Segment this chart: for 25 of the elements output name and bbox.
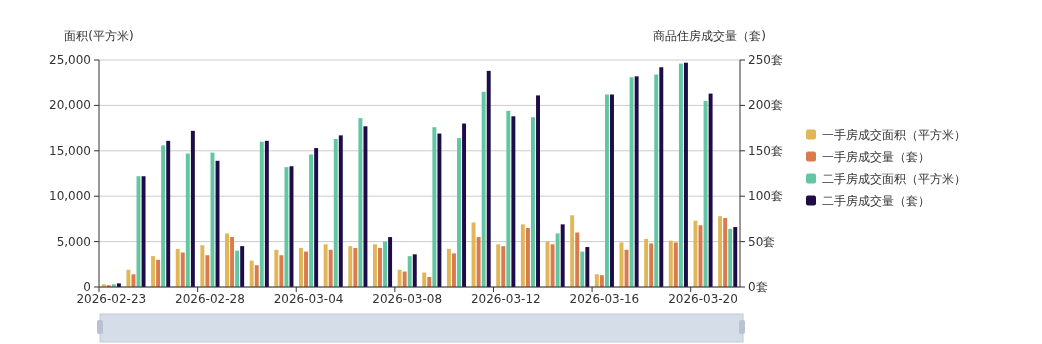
- y2-tick-label: 100套: [748, 189, 783, 204]
- y-tick-label: 20,000: [49, 98, 91, 113]
- x-tick-label: 2026-03-20: [668, 292, 738, 306]
- y2-tick-label: 0套: [748, 280, 768, 294]
- x-tick-label: 2026-03-04: [273, 292, 344, 306]
- x-tick-label: 2026-03-08: [372, 292, 443, 306]
- y2-axis-title: 商品住房成交量（套): [653, 29, 766, 43]
- legend-label: 二手房成交面积（平方米）: [822, 171, 966, 186]
- y-tick-label: 10,000: [49, 189, 91, 204]
- y-tick-label: 0: [83, 280, 91, 294]
- x-tick-label: 2026-03-12: [470, 292, 541, 306]
- y2-tick-label: 200套: [748, 98, 783, 113]
- legend-label: 一手房成交量（套）: [822, 149, 930, 164]
- y2-tick-label: 250套: [748, 53, 783, 67]
- x-tick-label: 2026-02-28: [175, 292, 245, 306]
- x-tick-label: 2026-02-23: [76, 292, 147, 306]
- y-tick-label: 5,000: [56, 234, 91, 249]
- y-axis-title: 面积(平方米): [64, 29, 134, 43]
- x-tick-label: 2026-03-16: [569, 292, 640, 306]
- y-tick-label: 15,000: [49, 143, 91, 158]
- y-tick-label: 25,000: [49, 53, 91, 67]
- y2-tick-label: 150套: [748, 143, 783, 158]
- y2-tick-label: 50套: [748, 234, 776, 249]
- legend-label: 二手房成交量（套）: [822, 193, 930, 208]
- legend-label: 一手房成交面积（平方米）: [822, 127, 966, 142]
